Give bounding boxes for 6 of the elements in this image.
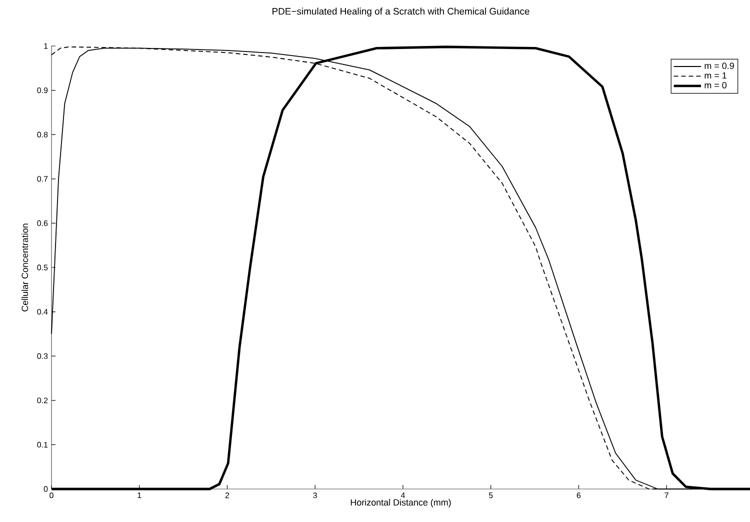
y-axis-title: Cellular Concentration [21, 224, 28, 312]
legend-label: m = 0 [704, 82, 727, 88]
chart-title: PDE−simulated Healing of a Scratch with Chemical Guidance [272, 8, 530, 16]
legend-label: m = 0.9 [704, 62, 734, 69]
legend-label: m = 1 [704, 72, 726, 79]
x-axis-title: Horizontal Distance (mm) [350, 499, 451, 508]
